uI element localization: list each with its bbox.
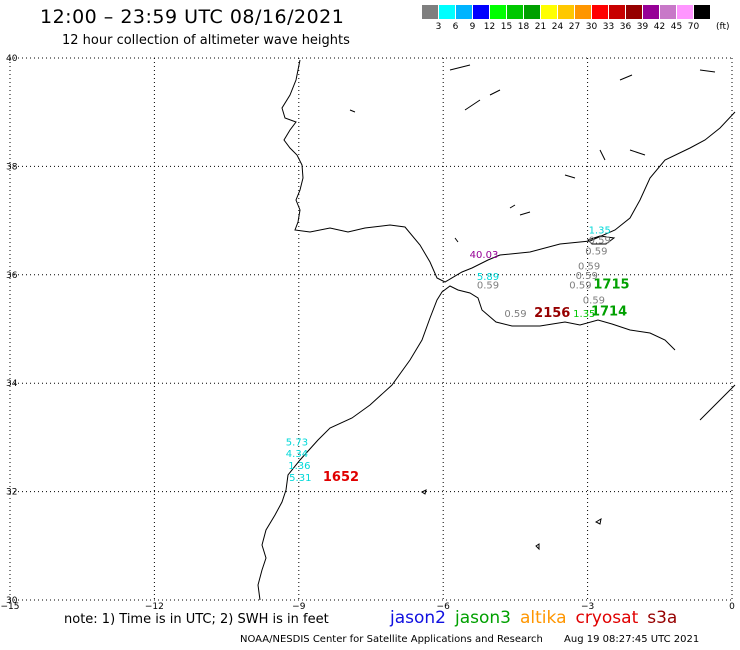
colorbar-label: 3 xyxy=(435,22,442,32)
colorbar xyxy=(422,5,711,19)
coastline-mallorca xyxy=(587,235,616,245)
x-tick-label: −6 xyxy=(437,602,451,612)
swh-label: 0.59 xyxy=(569,280,591,291)
colorbar-swatch xyxy=(473,5,490,19)
swh-label: 5.89 xyxy=(477,272,499,283)
pass-time-label: 1652 xyxy=(323,470,359,485)
x-tick-label: −9 xyxy=(292,602,306,612)
colorbar-swatch xyxy=(609,5,626,19)
y-tick-label: 36 xyxy=(6,271,18,281)
swh-label: 0.59 xyxy=(589,235,611,246)
footer-timestamp: Aug 19 08:27:45 UTC 2021 xyxy=(564,634,700,645)
note: note: 1) Time is in UTC; 2) SWH is in fe… xyxy=(64,612,329,627)
colorbar-label: 70 xyxy=(687,22,700,32)
chart-title: 12:00 – 23:59 UTC 08/16/2021 xyxy=(40,6,345,28)
coastline-tunisia xyxy=(699,384,736,421)
footer: NOAA/NESDIS Center for Satellite Applica… xyxy=(240,634,699,645)
footer-credit: NOAA/NESDIS Center for Satellite Applica… xyxy=(240,634,543,645)
swh-label: 0.59 xyxy=(585,247,607,258)
colorbar-label: 24 xyxy=(551,22,564,32)
legend-entry: altika xyxy=(520,608,567,628)
colorbar-label: 15 xyxy=(500,22,513,32)
pass-time-label: 1715 xyxy=(593,277,629,292)
swh-label: 0.59 xyxy=(578,261,600,272)
swh-label: 40.03 xyxy=(470,250,499,261)
colorbar-label: 36 xyxy=(619,22,632,32)
y-tick-label: 38 xyxy=(6,162,18,172)
legend: jason2 jason3 altika cryosat s3a xyxy=(390,608,686,628)
y-tick-label: 40 xyxy=(6,54,18,64)
colorbar-swatch xyxy=(490,5,507,19)
colorbar-swatch xyxy=(660,5,677,19)
swh-label: 0.59 xyxy=(504,309,526,320)
swh-label: 0.59 xyxy=(576,271,598,282)
colorbar-label: 45 xyxy=(670,22,683,32)
legend-entry: jason2 xyxy=(390,608,446,628)
colorbar-swatch xyxy=(575,5,592,19)
swh-label: 1.35 xyxy=(573,309,595,320)
colorbar-label: 9 xyxy=(469,22,476,32)
swh-label: 5.73 xyxy=(286,438,308,449)
colorbar-swatch xyxy=(422,5,439,19)
coastline-islet-1 xyxy=(421,489,427,495)
swh-label: 5.31 xyxy=(289,473,311,484)
swh-label: 0.59 xyxy=(477,280,499,291)
colorbar-label: 6 xyxy=(452,22,459,32)
axis-labels: −15 −12 −9 −6 −3 0 30 32 34 36 38 40 xyxy=(1,54,736,612)
swh-label: 0.59 xyxy=(583,296,605,307)
colorbar-swatch xyxy=(439,5,456,19)
x-tick-label: −12 xyxy=(145,602,164,612)
pass-times: 1715 1714 2156 1652 xyxy=(323,277,630,484)
pass-time-label: 2156 xyxy=(534,306,570,321)
x-tick-label: −15 xyxy=(1,602,20,612)
colorbar-swatch xyxy=(592,5,609,19)
x-tick-label: −3 xyxy=(581,602,594,612)
colorbar-label: 12 xyxy=(483,22,496,32)
colorbar-unit: (ft) xyxy=(716,22,730,32)
colorbar-swatch xyxy=(541,5,558,19)
swh-label: 4.34 xyxy=(286,449,308,460)
coastline-islet-3 xyxy=(535,543,540,551)
coastline-africa xyxy=(257,285,676,601)
y-tick-label: 30 xyxy=(6,596,18,606)
colorbar-labels: 3 6 9 12 15 18 21 24 27 30 33 36 39 42 45 70 xyxy=(422,22,702,32)
colorbar-swatch xyxy=(558,5,575,19)
swh-label: 1.36 xyxy=(288,461,310,472)
colorbar-label: 39 xyxy=(636,22,649,32)
colorbar-label: 27 xyxy=(568,22,581,32)
colorbar-swatch xyxy=(694,5,711,19)
colorbar-swatch xyxy=(643,5,660,19)
colorbar-label: 42 xyxy=(653,22,666,32)
legend-entry: jason3 xyxy=(455,608,511,628)
swh-label: 1.35 xyxy=(589,226,611,237)
grid-layer xyxy=(9,57,733,601)
chart-subtitle: 12 hour collection of altimeter wave hei… xyxy=(62,33,350,48)
colorbar-swatch xyxy=(677,5,694,19)
colorbar-swatch xyxy=(507,5,524,19)
colorbar-label: 33 xyxy=(602,22,615,32)
coastline-layer xyxy=(257,59,736,601)
swh-points: 1.350.590.590.590.590.590.591.3540.035.8… xyxy=(286,226,611,484)
colorbar-label: 30 xyxy=(585,22,598,32)
colorbar-swatch xyxy=(524,5,541,19)
legend-entry: s3a xyxy=(647,608,678,628)
colorbar-swatch xyxy=(456,5,473,19)
y-tick-label: 32 xyxy=(6,488,17,498)
coastline-islet-2 xyxy=(594,517,602,525)
coastline-iberia xyxy=(281,59,736,283)
pass-time-label: 1714 xyxy=(591,304,627,319)
colorbar-label: 18 xyxy=(517,22,530,32)
coastline-scatter-1 xyxy=(349,64,716,243)
colorbar-swatch xyxy=(626,5,643,19)
colorbar-label: 21 xyxy=(534,22,547,32)
y-tick-label: 34 xyxy=(6,379,18,389)
x-tick-label: 0 xyxy=(729,602,735,612)
legend-entry: cryosat xyxy=(575,608,639,628)
